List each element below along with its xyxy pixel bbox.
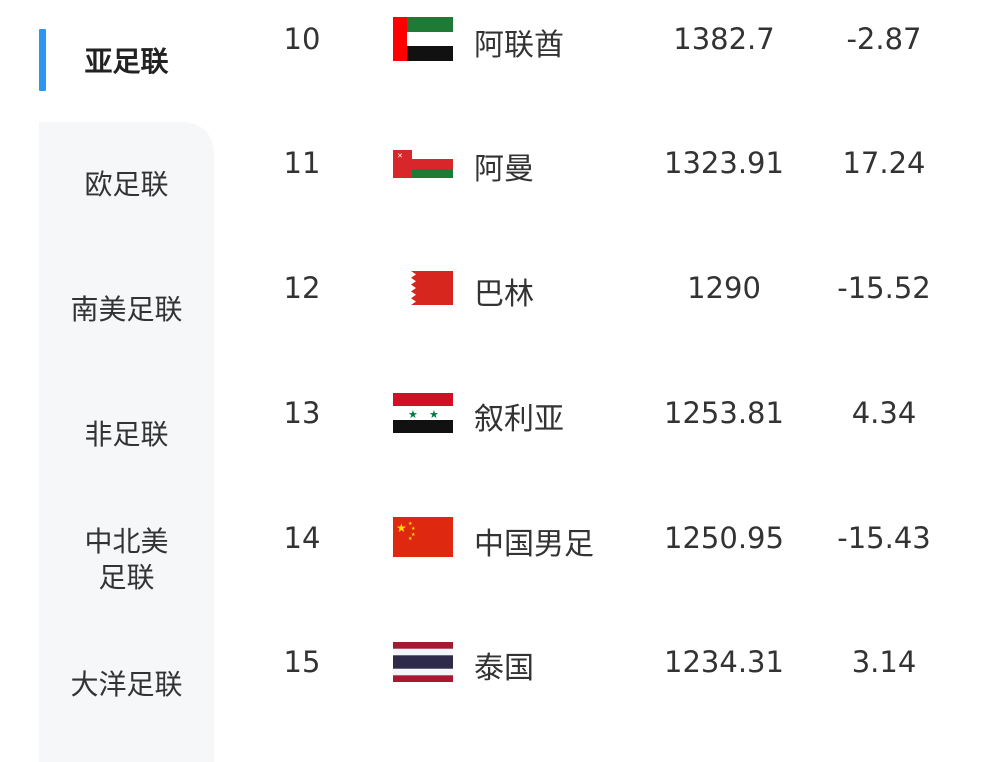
uae-flag-icon: [393, 17, 453, 61]
points: 1290: [687, 271, 761, 305]
rank: 10: [283, 22, 321, 56]
points: 1250.95: [664, 521, 784, 555]
points-change: 17.24: [842, 146, 926, 180]
points-change: 4.34: [851, 396, 917, 430]
team-name: 叙利亚: [474, 402, 564, 437]
rank: 12: [283, 271, 321, 305]
ranking-row[interactable]: 10 阿联酋 1382.7 -2.87: [0, 14, 994, 74]
points: 1234.31: [664, 645, 784, 679]
svg-text:★: ★: [408, 408, 418, 421]
svg-text:★: ★: [411, 526, 416, 532]
team-name: 中国男足: [474, 527, 594, 562]
svg-text:★: ★: [429, 408, 439, 421]
rank: 13: [283, 396, 321, 430]
points-change: -15.43: [837, 521, 931, 555]
rank: 15: [283, 645, 321, 679]
sidebar-item-caf[interactable]: 非足联: [84, 418, 169, 451]
svg-text:✕: ✕: [397, 152, 403, 160]
rank: 11: [283, 146, 321, 180]
points-change: -15.52: [837, 271, 931, 305]
oman-flag-icon: ✕: [393, 150, 453, 178]
bahrain-flag-icon: [393, 271, 453, 305]
svg-text:★: ★: [408, 521, 413, 527]
points: 1382.7: [673, 22, 775, 56]
svg-text:★: ★: [396, 521, 407, 535]
team-name: 巴林: [474, 277, 534, 312]
sidebar-item-ofc[interactable]: 大洋足联: [70, 668, 183, 701]
sidebar-item-concacaf[interactable]: 中北美 足联: [84, 525, 169, 594]
syria-flag-icon: ★ ★: [393, 393, 453, 433]
confederation-sidebar: [39, 122, 214, 762]
rank: 14: [283, 521, 321, 555]
svg-text:★: ★: [408, 536, 413, 542]
ranking-row[interactable]: 11 ✕ 阿曼 1323.91 17.24: [0, 138, 994, 198]
team-name: 阿联酋: [474, 28, 564, 63]
points-change: 3.14: [851, 645, 917, 679]
sidebar-item-conmebol[interactable]: 南美足联: [70, 293, 183, 326]
ranking-row[interactable]: 15 泰国 1234.31 3.14: [0, 637, 994, 697]
ranking-row[interactable]: 14 ★ ★ ★ ★ ★ 中国男足 1250.95 -15.43: [0, 513, 994, 573]
points-change: -2.87: [846, 22, 922, 56]
china-flag-icon: ★ ★★★★: [393, 517, 453, 557]
active-indicator: [39, 29, 46, 91]
sidebar-item-uefa[interactable]: 欧足联: [84, 168, 169, 201]
team-name: 泰国: [474, 651, 534, 686]
points: 1323.91: [664, 146, 784, 180]
thailand-flag-icon: [393, 642, 453, 682]
team-name: 阿曼: [474, 152, 534, 187]
ranking-row[interactable]: 13 ★ ★ 叙利亚 1253.81 4.34: [0, 388, 994, 448]
sidebar-item-afc[interactable]: 亚足联: [84, 45, 169, 78]
svg-text:★: ★: [411, 532, 416, 538]
ranking-row[interactable]: 12 巴林 1290 -15.52: [0, 263, 994, 323]
points: 1253.81: [664, 396, 784, 430]
